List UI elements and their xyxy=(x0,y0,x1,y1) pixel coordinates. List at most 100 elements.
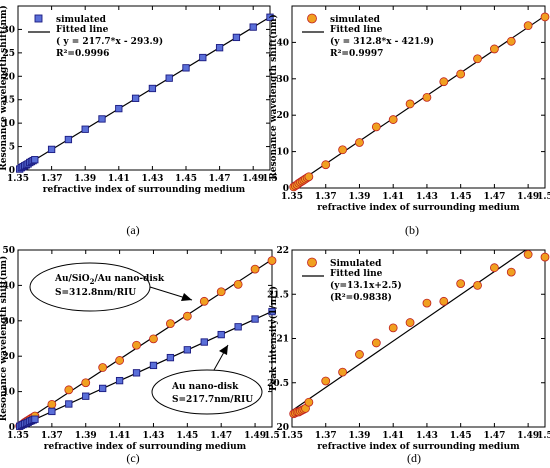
x-tick-label: 1.43 xyxy=(416,431,438,441)
y-tick-label: 40 xyxy=(276,38,289,48)
x-tick-label: 1.49 xyxy=(517,431,539,441)
data-point-circle xyxy=(321,376,331,386)
annotation-text-1b: S=312.8nm/RIU xyxy=(55,288,136,298)
y-tick-label: 10 xyxy=(276,148,289,158)
y-tick-label: 30 xyxy=(2,25,15,35)
data-point-circle xyxy=(64,385,74,395)
data-point-square xyxy=(115,376,124,385)
legend-marker-square xyxy=(34,14,43,23)
data-point-square xyxy=(182,64,190,72)
data-point-circle xyxy=(132,340,141,350)
y-tick-label: 0 xyxy=(283,184,289,194)
y-tick-label: 20 xyxy=(2,352,15,362)
annotation-ellipse-1 xyxy=(29,262,151,312)
x-tick-label: 1.35 xyxy=(281,431,303,441)
x-tick-label: 1.39 xyxy=(349,192,371,202)
legend-label-simulated: simulated xyxy=(330,15,381,25)
panel-caption: (c) xyxy=(126,451,139,465)
y-tick-label: 30 xyxy=(2,317,15,327)
x-tick-label: 1.49 xyxy=(517,192,539,202)
x-tick-label: 1.37 xyxy=(315,192,337,202)
data-point-circle xyxy=(473,54,482,64)
x-tick-label: 1.45 xyxy=(175,174,197,184)
data-point-circle xyxy=(355,350,364,359)
data-point-circle xyxy=(98,363,108,372)
data-point-circle xyxy=(540,252,550,262)
x-axis-label: refractive index of surrounding medium xyxy=(317,442,520,452)
data-point-circle xyxy=(422,92,432,102)
data-point-square xyxy=(31,415,39,423)
panel-caption: (b) xyxy=(405,223,419,237)
x-tick-label: 1.41 xyxy=(108,174,130,184)
x-tick-label: 1.43 xyxy=(416,192,438,202)
data-point-square xyxy=(47,145,56,154)
data-point-circle xyxy=(523,21,533,31)
data-point-circle xyxy=(321,160,331,170)
data-point-square xyxy=(31,156,39,164)
chart-panel-a: 1.35 1.37 1.39 1.41 1.43 1.45 1.47 1.491.5 0 5 10 1… xyxy=(0,5,278,237)
x-tick-label: 1.5 xyxy=(264,431,280,441)
x-tick-label: 1.43 xyxy=(141,174,163,184)
legend-label-r2: R²=0.9997 xyxy=(330,49,383,59)
fitted-line xyxy=(292,250,527,412)
data-point-circle xyxy=(115,356,124,365)
data-point-circle xyxy=(388,115,398,124)
annotation-arrowhead-1 xyxy=(181,293,192,301)
data-point-square xyxy=(183,346,191,354)
data-point-square xyxy=(148,84,157,93)
chart-panel-d: 1.35 1.37 1.39 1.41 1.43 1.45 1.47 1.491.52020.… xyxy=(267,246,550,465)
x-tick-label: 1.41 xyxy=(382,192,404,202)
data-point-circle xyxy=(439,77,449,87)
data-point-circle xyxy=(250,264,260,274)
fitted-line xyxy=(18,16,270,170)
x-tick-label: 1.37 xyxy=(41,174,63,184)
data-point-circle xyxy=(304,397,314,407)
fitted-line xyxy=(18,310,272,427)
annotation-text-1: Au/SiO2/Au nano-disk xyxy=(54,274,165,286)
data-point-square xyxy=(166,353,175,362)
chart-panel-b: 1.35 1.37 1.39 1.41 1.43 1.45 1.47 1.491.5 0 10 20… xyxy=(268,5,550,237)
y-tick-label: 21.5 xyxy=(267,290,289,300)
x-tick-label: 1.49 xyxy=(242,174,264,184)
y-axis-label: Resonance wavelength shift(nm) xyxy=(0,256,9,422)
data-point-square xyxy=(234,323,242,331)
data-point-square xyxy=(199,53,207,62)
x-tick-label: 1.45 xyxy=(176,431,198,441)
y-tick-label: 20 xyxy=(276,111,289,121)
x-tick-label: 1.35 xyxy=(7,431,29,441)
x-axis-label: refractive index of surrounding medium xyxy=(43,185,246,195)
annotation-text-2: Au nano-disk xyxy=(171,382,239,392)
data-point-circle xyxy=(540,12,550,22)
data-point-circle xyxy=(388,323,398,333)
panel-caption: (d) xyxy=(407,451,421,465)
x-tick-label: 1.45 xyxy=(450,431,472,441)
y-tick-label: 15 xyxy=(2,96,15,106)
legend-marker-circle xyxy=(307,13,317,24)
data-point-square xyxy=(99,384,107,393)
x-tick-label: 1.39 xyxy=(349,431,371,441)
data-point-square xyxy=(82,392,90,400)
x-tick-label: 1.35 xyxy=(7,174,29,184)
data-point-square xyxy=(232,33,241,42)
data-point-circle xyxy=(422,298,432,308)
fitted-line xyxy=(292,15,545,188)
y-tick-label: 21 xyxy=(276,335,289,345)
data-point-square xyxy=(98,115,106,123)
y-tick-label: 10 xyxy=(2,119,15,129)
data-point-circle xyxy=(47,399,57,409)
data-point-circle xyxy=(506,267,516,277)
y-tick-label: 50 xyxy=(2,246,15,256)
data-point-square xyxy=(131,94,140,102)
x-tick-label: 1.37 xyxy=(315,431,337,441)
fitted-line xyxy=(18,259,272,427)
x-tick-label: 1.47 xyxy=(210,431,232,441)
data-point-circle xyxy=(338,145,348,155)
data-point-circle xyxy=(405,318,415,327)
data-point-circle xyxy=(456,69,466,79)
data-point-circle xyxy=(199,296,209,306)
legend-label-equation: (y = 312.8*x - 421.9) xyxy=(330,36,434,47)
data-point-square xyxy=(48,407,56,416)
y-tick-label: 22 xyxy=(276,246,289,256)
x-tick-label: 1.49 xyxy=(244,431,266,441)
data-point-circle xyxy=(304,172,314,182)
